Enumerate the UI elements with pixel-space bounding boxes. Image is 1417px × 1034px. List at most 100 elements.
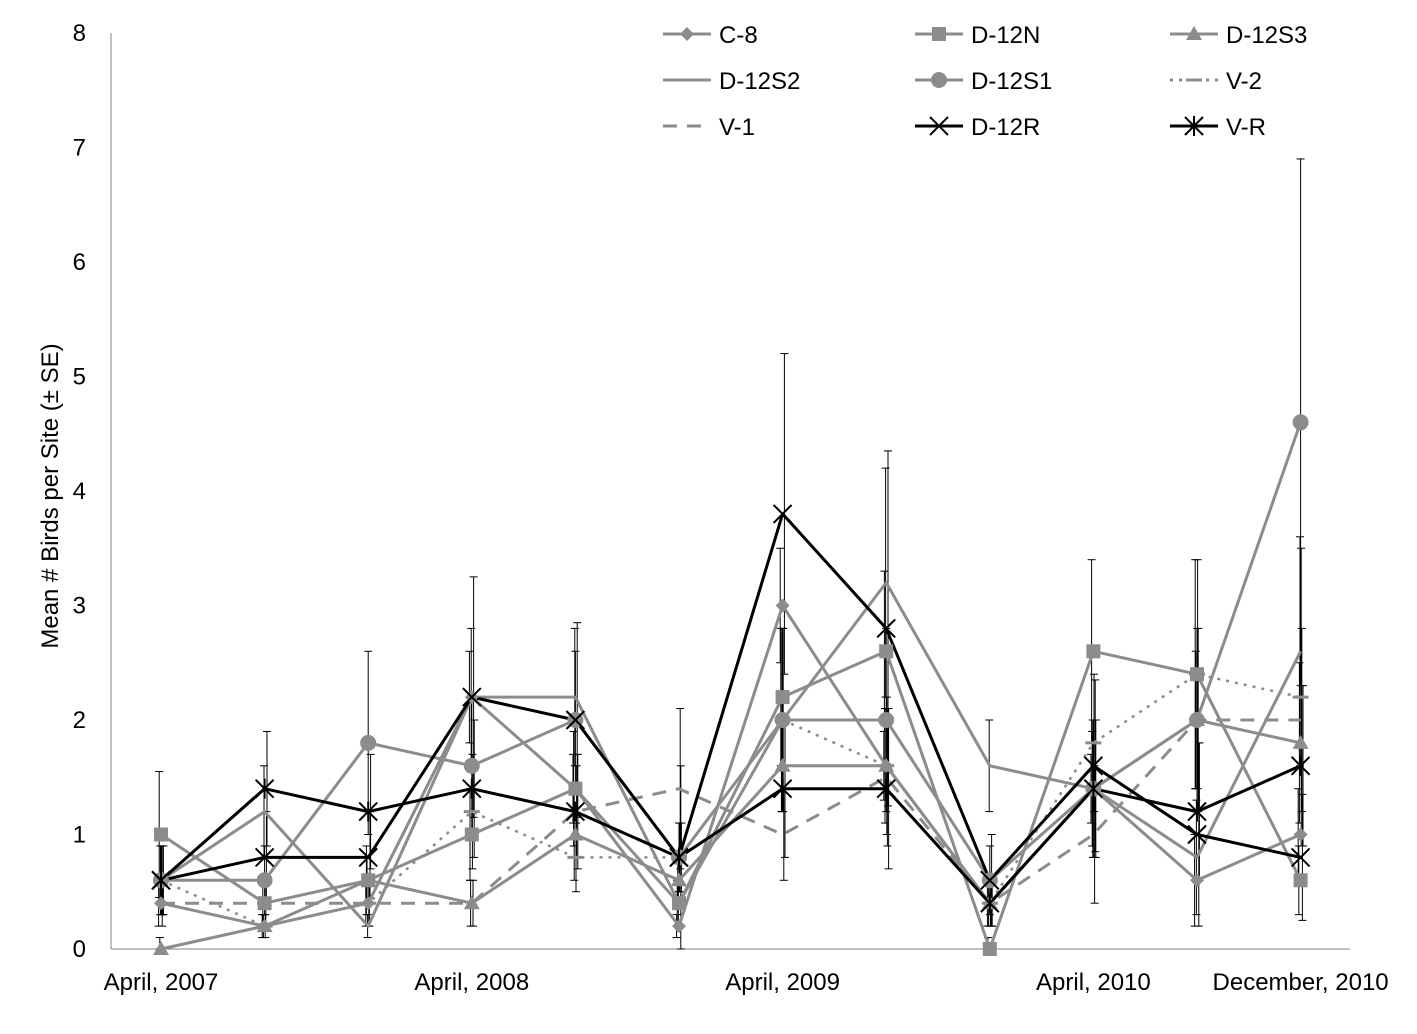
error-bar bbox=[1297, 627, 1306, 813]
x-tick-label: April, 2007 bbox=[104, 969, 219, 996]
data-point-d-12s3 bbox=[1292, 734, 1309, 749]
data-point-v-r bbox=[1290, 755, 1311, 776]
data-point-d-12n bbox=[775, 690, 790, 705]
legend-swatch-marker bbox=[1186, 26, 1202, 40]
data-point-d-12n bbox=[1086, 644, 1101, 659]
triangle-marker bbox=[463, 895, 480, 910]
data-point-v-r bbox=[254, 778, 275, 799]
x-marker-stroke bbox=[772, 504, 793, 524]
legend-label: V-2 bbox=[1226, 68, 1262, 95]
legend-label: D-12S2 bbox=[719, 68, 800, 95]
data-point-d-12s3 bbox=[463, 895, 480, 910]
square-marker bbox=[879, 644, 894, 659]
y-tick-label: 1 bbox=[73, 822, 86, 849]
data-point-c-8 bbox=[672, 919, 686, 934]
legend-label: D-12S3 bbox=[1226, 22, 1307, 49]
data-point-d-12s1 bbox=[463, 757, 480, 774]
data-point-v-r bbox=[669, 847, 689, 868]
square-marker bbox=[932, 27, 946, 41]
diamond-marker bbox=[672, 919, 686, 934]
data-point-c-8 bbox=[775, 598, 790, 613]
legend-label: V-1 bbox=[719, 114, 755, 141]
legend-item: V-2 bbox=[1170, 68, 1262, 95]
square-marker bbox=[154, 827, 168, 842]
data-point-d-12n bbox=[879, 644, 894, 659]
legend-label: V-R bbox=[1226, 114, 1266, 141]
data-point-d-12r bbox=[980, 870, 1000, 891]
series-line-d-12r bbox=[160, 512, 1301, 882]
data-point-d-12r bbox=[1290, 847, 1311, 868]
data-point-v-r bbox=[358, 801, 378, 822]
data-point-d-12s1 bbox=[1292, 414, 1309, 431]
data-point-c-8 bbox=[1190, 873, 1204, 888]
legend-item: D-12S2 bbox=[663, 68, 800, 95]
y-tick-label: 0 bbox=[73, 936, 86, 963]
legend-item: D-12R bbox=[915, 114, 1040, 141]
legend-swatch-marker bbox=[932, 27, 946, 41]
triangle-marker bbox=[774, 757, 791, 772]
data-point-d-12n bbox=[257, 896, 272, 911]
x-tick-label: December, 2010 bbox=[1213, 969, 1389, 996]
data-point-d-12s1 bbox=[360, 734, 377, 751]
legend-item: V-R bbox=[1170, 114, 1266, 141]
x-marker-stroke bbox=[254, 847, 275, 868]
square-marker bbox=[1086, 644, 1101, 659]
triangle-marker bbox=[671, 872, 687, 887]
diamond-marker bbox=[154, 896, 168, 911]
data-point-v-r bbox=[1187, 801, 1207, 822]
data-point-d-12s1 bbox=[1189, 712, 1205, 728]
x-marker-stroke bbox=[980, 870, 1000, 891]
y-tick-label: 8 bbox=[73, 20, 86, 47]
legend-item: D-12S3 bbox=[1170, 22, 1307, 49]
data-point-d-12n bbox=[1293, 873, 1308, 888]
legend-swatch-marker bbox=[1184, 116, 1204, 136]
error-bar bbox=[1299, 685, 1307, 847]
data-point-v-r bbox=[980, 893, 1000, 914]
data-point-d-12n bbox=[464, 827, 479, 842]
triangle-marker bbox=[360, 872, 377, 887]
series-line-v-r bbox=[160, 764, 1302, 905]
data-point-v-r bbox=[772, 778, 793, 799]
triangle-marker bbox=[153, 941, 169, 955]
data-point-d-12r bbox=[772, 504, 793, 524]
data-point-d-12s1 bbox=[256, 872, 273, 889]
triangle-marker bbox=[1292, 734, 1309, 749]
series-line-d-12n bbox=[160, 649, 1302, 951]
x-tick-label: April, 2009 bbox=[725, 969, 840, 996]
data-point-d-12n bbox=[568, 781, 583, 796]
legend-item: C-8 bbox=[663, 22, 758, 49]
y-tick-label: 2 bbox=[73, 707, 86, 734]
data-point-v-r bbox=[462, 778, 482, 799]
legend-label: D-12R bbox=[971, 114, 1040, 141]
legend-item: D-12S1 bbox=[915, 68, 1052, 95]
series-line-v-1 bbox=[161, 718, 1301, 905]
x-marker-stroke bbox=[929, 116, 949, 136]
data-point-d-12r bbox=[565, 710, 586, 730]
error-bar bbox=[884, 450, 892, 807]
x-marker-stroke bbox=[565, 710, 586, 730]
data-point-d-12s3 bbox=[153, 941, 169, 955]
square-marker bbox=[672, 896, 686, 911]
triangle-marker bbox=[567, 826, 584, 841]
legend-swatch-marker bbox=[680, 27, 694, 41]
data-point-c-8 bbox=[154, 896, 168, 911]
x-marker-stroke bbox=[1187, 824, 1207, 845]
data-point-d-12s3 bbox=[774, 757, 791, 772]
data-point-d-12n bbox=[982, 942, 997, 956]
circle-marker bbox=[360, 734, 377, 751]
data-point-d-12r bbox=[254, 847, 275, 868]
data-point-d-12s3 bbox=[360, 872, 377, 887]
x-marker-stroke bbox=[1083, 756, 1104, 776]
legend-swatch-marker bbox=[929, 116, 949, 136]
diamond-marker bbox=[775, 598, 790, 613]
x-marker-stroke bbox=[1290, 847, 1311, 868]
series-line-d-12s3 bbox=[160, 718, 1301, 951]
x-marker-stroke bbox=[462, 687, 482, 707]
data-point-v-r bbox=[565, 801, 586, 822]
legend-label: D-12N bbox=[971, 22, 1040, 49]
data-point-v-r bbox=[876, 778, 896, 799]
legend: C-8 D-12N D-12S3 D-12S2 D-12S1 V-2 V-1 D-12R V-R bbox=[663, 22, 1307, 141]
data-point-d-12r bbox=[1083, 756, 1104, 776]
